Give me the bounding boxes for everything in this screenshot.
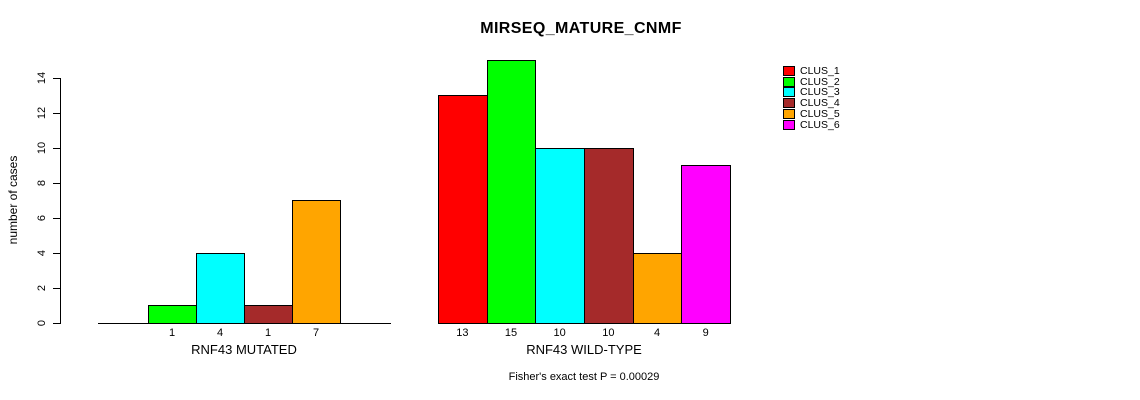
y-axis-tick-label: 0 — [36, 319, 48, 327]
bar-clus_5 — [633, 253, 682, 324]
y-axis-tick-label: 4 — [36, 249, 48, 257]
y-axis-tick-label: 14 — [36, 71, 48, 85]
y-axis-tick-label: 2 — [36, 284, 48, 292]
bar-value-label: 13 — [456, 327, 469, 339]
legend-item: CLUS_1 — [783, 66, 840, 76]
chart-title: MIRSEQ_MATURE_CNMF — [480, 20, 682, 37]
y-axis-tick — [53, 113, 60, 114]
bar-value-label: 1 — [168, 327, 176, 339]
legend-item: CLUS_6 — [783, 118, 840, 131]
y-axis-tick-label: 6 — [36, 214, 48, 222]
legend-label: CLUS_6 — [800, 118, 840, 131]
legend-swatch-clus_5 — [783, 108, 795, 119]
legend-label: CLUS_1 — [800, 65, 840, 77]
y-axis-tick-label: 12 — [36, 106, 48, 120]
y-axis-tick — [53, 183, 60, 184]
bar-value-label: 10 — [553, 327, 566, 339]
bar-clus_4 — [244, 305, 293, 324]
x-axis-group-label: RNF43 MUTATED — [191, 342, 297, 357]
y-axis-tick — [53, 148, 60, 149]
bar-value-label: 4 — [653, 327, 661, 339]
bar-value-label: 10 — [602, 327, 615, 339]
y-axis-tick — [53, 288, 60, 289]
bar-clus_3 — [535, 148, 585, 324]
legend-item: CLUS_3 — [783, 86, 840, 99]
legend-label: CLUS_5 — [800, 107, 840, 120]
bar-value-label: 9 — [702, 327, 709, 339]
legend-item: CLUS_2 — [783, 75, 840, 88]
bar-value-label: 4 — [216, 327, 224, 339]
y-axis-tick — [53, 323, 60, 324]
x-axis-group-label: RNF43 WILD-TYPE — [526, 342, 642, 357]
y-axis-tick-label: 8 — [36, 179, 48, 187]
legend-label: CLUS_4 — [800, 97, 840, 110]
y-axis-tick — [53, 218, 60, 219]
y-axis-tick-label: 10 — [36, 141, 48, 155]
legend-swatch-clus_6 — [783, 119, 795, 130]
y-axis-line — [60, 78, 61, 324]
bar-clus_1 — [438, 95, 488, 324]
legend-swatch-clus_2 — [783, 76, 795, 87]
legend-swatch-clus_3 — [783, 87, 795, 98]
bar-clus_4 — [584, 148, 634, 324]
legend-item: CLUS_4 — [783, 98, 840, 108]
legend-item: CLUS_5 — [783, 109, 840, 119]
bar-clus_3 — [196, 253, 245, 324]
y-axis-tick — [53, 78, 60, 79]
bar-value-label: 15 — [504, 327, 518, 339]
legend-swatch-clus_1 — [783, 66, 795, 76]
bar-clus_2 — [487, 60, 536, 324]
bar-clus_2 — [148, 305, 197, 324]
bar-value-label: 7 — [312, 327, 320, 339]
fisher-test-annotation: Fisher's exact test P = 0.00029 — [508, 371, 660, 383]
legend-swatch-clus_4 — [783, 98, 795, 109]
bar-clus_6 — [681, 165, 731, 324]
y-axis-tick — [53, 253, 60, 254]
bar-value-label: 1 — [264, 327, 272, 339]
legend-label: CLUS_3 — [800, 86, 840, 99]
legend-label: CLUS_2 — [800, 75, 840, 88]
y-axis-label: number of cases — [6, 155, 20, 245]
bar-clus_5 — [292, 200, 341, 324]
